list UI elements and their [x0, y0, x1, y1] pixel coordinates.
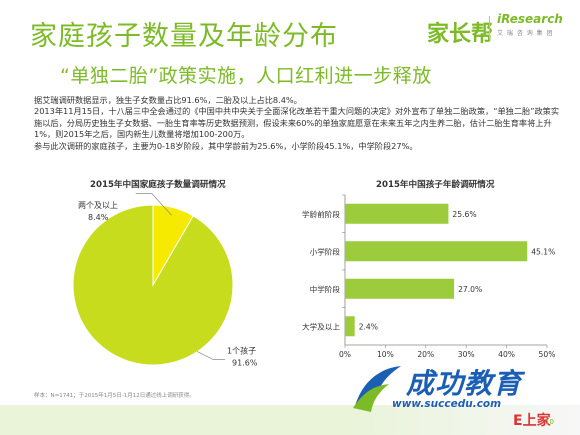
body-line-3: 参与此次调研的家庭孩子，主要为0-18岁阶段，其中学龄前为25.6%，小学阶段4…: [34, 140, 418, 151]
bar-category-label: 大学及以上: [302, 321, 340, 331]
bar-x-tick-label: 0%: [339, 350, 351, 359]
bar-chart: 学龄前阶段 25.6% 小学阶段 45.1% 中学阶段 27.0% 大学及以上 2.4% 0% 1…: [302, 194, 556, 359]
footnote: 样本：N=1741；于2015年1月5日-1月12日通过线上调研获得。: [34, 393, 195, 399]
pie-label-value: 91.6%: [232, 358, 258, 367]
bar-value-label: 27.0%: [458, 285, 482, 294]
bar-category-label: 中学阶段: [310, 284, 341, 294]
watermark-logo-icon: [353, 366, 401, 412]
page-subtitle: “单独二胎”政策实施，人口红利进一步释放: [60, 65, 432, 87]
pie-label-name: 1个孩子: [227, 345, 256, 355]
pie-chart: 两个及以上 8.4% 1个孩子 91.6%: [72, 193, 258, 367]
pie-chart-title: 2015年中国家庭孩子数量调研情况: [90, 180, 226, 190]
bar: [345, 316, 355, 337]
bar-value-label: 45.1%: [531, 247, 555, 256]
bar-x-tick-label: 40%: [498, 350, 515, 359]
bar-value-label: 2.4%: [359, 322, 378, 331]
bar: [345, 241, 528, 262]
pie-leader-line: [196, 351, 225, 360]
bar-category-label: 学龄前阶段: [302, 209, 340, 219]
pie-leader-line: [135, 193, 173, 216]
iresearch-logo-text: iResearch: [497, 12, 563, 26]
bar-x-tick-label: 30%: [458, 350, 475, 359]
page-number: 10: [545, 418, 554, 426]
pie-slice: [72, 204, 234, 366]
bar-x-tick-label: 10%: [377, 350, 394, 359]
bar-value-label: 25.6%: [452, 210, 476, 219]
iresearch-logo: iResearch 艾 瑞 咨 询 集 团: [497, 12, 567, 37]
bar-x-tick-label: 20%: [417, 350, 434, 359]
pie-label-value: 8.4%: [88, 213, 109, 222]
watermark-url: www.succedu.com: [392, 398, 502, 410]
page-title: 家庭孩子数量及年龄分布: [30, 21, 338, 52]
jiazhangbang-logo: 家长帮: [427, 22, 494, 47]
corner-logo: E上家: [513, 413, 551, 429]
iresearch-logo-subtext: 艾 瑞 咨 询 集 团: [497, 30, 554, 37]
body-paragraph: 据艾瑞调研数据显示，独生子女数量占比91.6%，二胎及以上占比8.4%。 201…: [34, 95, 564, 152]
bar: [345, 203, 449, 224]
bar-x-tick-label: 50%: [539, 350, 556, 359]
body-line-2: 2013年11月15日，十八届三中全会通过的《中国中共中央关于全面深化改革若干重…: [34, 106, 560, 140]
body-line-1: 据艾瑞调研数据显示，独生子女数量占比91.6%，二胎及以上占比8.4%。: [34, 95, 302, 105]
bar: [345, 278, 455, 299]
watermark-text: 成功教育: [406, 367, 523, 400]
bar-category-label: 小学阶段: [310, 246, 341, 256]
logo-divider: [489, 16, 490, 40]
bar-chart-title: 2015年中国孩子年龄调研情况: [376, 180, 495, 190]
bottom-bar: [0, 405, 580, 435]
pie-label-name: 两个及以上: [78, 201, 118, 210]
